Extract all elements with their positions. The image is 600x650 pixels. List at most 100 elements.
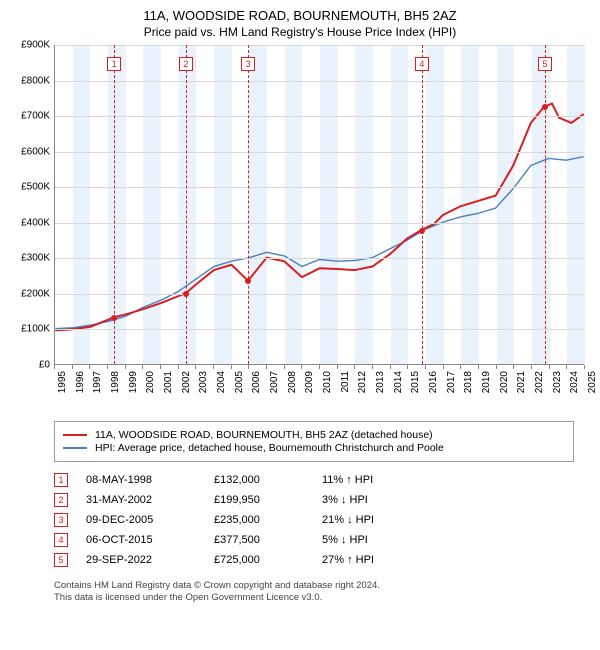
sale-number-box: 4: [415, 57, 429, 71]
chart-area: £0£100K£200K£300K£400K£500K£600K£700K£80…: [10, 45, 590, 415]
sales-row-diff: 11% ↑ HPI: [322, 474, 422, 486]
gridline: [55, 81, 584, 82]
y-tick-label: £600K: [21, 146, 50, 157]
sale-number-box: 3: [241, 57, 255, 71]
sale-dot: [245, 278, 251, 284]
gridline: [55, 116, 584, 117]
x-tick-label: 2012: [357, 371, 368, 393]
sales-row-num: 2: [54, 493, 68, 507]
sale-number-box: 5: [538, 57, 552, 71]
sales-row-diff: 5% ↓ HPI: [322, 534, 422, 546]
y-tick-label: £200K: [21, 288, 50, 299]
x-tick-label: 1995: [57, 371, 68, 393]
x-tick-label: 2021: [516, 371, 527, 393]
sales-row-diff: 3% ↓ HPI: [322, 494, 422, 506]
sale-dot: [183, 291, 189, 297]
x-tick-label: 2022: [534, 371, 545, 393]
x-tick-label: 2024: [569, 371, 580, 393]
legend-item-property: 11A, WOODSIDE ROAD, BOURNEMOUTH, BH5 2AZ…: [63, 429, 565, 441]
y-axis: £0£100K£200K£300K£400K£500K£600K£700K£80…: [10, 45, 54, 365]
sales-row-date: 08-MAY-1998: [86, 474, 196, 486]
sale-vline: [186, 45, 187, 364]
x-tick-label: 2017: [446, 371, 457, 393]
x-tick-label: 2015: [410, 371, 421, 393]
property-line: [55, 103, 583, 330]
x-tick-label: 2001: [163, 371, 174, 393]
x-tick-label: 2020: [499, 371, 510, 393]
sales-row-num: 5: [54, 553, 68, 567]
sales-row-price: £235,000: [214, 514, 304, 526]
sales-row-num: 1: [54, 473, 68, 487]
x-tick-label: 2000: [145, 371, 156, 393]
y-tick-label: £900K: [21, 40, 50, 51]
y-tick-label: £700K: [21, 111, 50, 122]
sale-vline: [545, 45, 546, 364]
legend-item-hpi: HPI: Average price, detached house, Bour…: [63, 442, 565, 454]
footnote: Contains HM Land Registry data © Crown c…: [54, 580, 590, 605]
sales-row-price: £377,500: [214, 534, 304, 546]
gridline: [55, 152, 584, 153]
x-tick-label: 2006: [251, 371, 262, 393]
sales-row-diff: 21% ↓ HPI: [322, 514, 422, 526]
legend-swatch-property: [63, 434, 87, 436]
sales-row-date: 31-MAY-2002: [86, 494, 196, 506]
gridline: [55, 223, 584, 224]
x-tick-label: 2013: [375, 371, 386, 393]
sale-number-box: 1: [107, 57, 121, 71]
y-tick-label: £400K: [21, 217, 50, 228]
x-tick-label: 1998: [110, 371, 121, 393]
sale-dot: [111, 315, 117, 321]
sales-row-diff: 27% ↑ HPI: [322, 554, 422, 566]
x-tick-label: 2010: [322, 371, 333, 393]
sales-row: 2 31-MAY-2002 £199,950 3% ↓ HPI: [54, 490, 574, 510]
x-tick-label: 1999: [128, 371, 139, 393]
gridline: [55, 187, 584, 188]
chart-subtitle: Price paid vs. HM Land Registry's House …: [10, 25, 590, 39]
sales-row-date: 06-OCT-2015: [86, 534, 196, 546]
x-tick-label: 2016: [428, 371, 439, 393]
sale-dot: [419, 228, 425, 234]
sale-vline: [422, 45, 423, 364]
y-tick-label: £800K: [21, 75, 50, 86]
x-tick-label: 2023: [552, 371, 563, 393]
legend-label-property: 11A, WOODSIDE ROAD, BOURNEMOUTH, BH5 2AZ…: [95, 429, 433, 441]
x-tick-label: 2002: [181, 371, 192, 393]
legend: 11A, WOODSIDE ROAD, BOURNEMOUTH, BH5 2AZ…: [54, 421, 574, 462]
sales-row: 1 08-MAY-1998 £132,000 11% ↑ HPI: [54, 470, 574, 490]
sales-table: 1 08-MAY-1998 £132,000 11% ↑ HPI 2 31-MAY-200…: [54, 470, 574, 570]
sales-row: 406-OCT-2015£377,5005% ↓ HPI: [54, 530, 574, 550]
chart-title: 11A, WOODSIDE ROAD, BOURNEMOUTH, BH5 2AZ: [10, 8, 590, 23]
gridline: [55, 258, 584, 259]
x-tick-label: 2005: [234, 371, 245, 393]
y-tick-label: £500K: [21, 182, 50, 193]
x-tick-label: 2004: [216, 371, 227, 393]
y-tick-label: £100K: [21, 324, 50, 335]
x-tick-label: 2008: [287, 371, 298, 393]
line-series-svg: [55, 45, 584, 364]
x-tick-label: 2019: [481, 371, 492, 393]
x-tick-label: 2018: [463, 371, 474, 393]
chart-container: 11A, WOODSIDE ROAD, BOURNEMOUTH, BH5 2AZ…: [0, 0, 600, 613]
sales-row: 309-DEC-2005£235,00021% ↓ HPI: [54, 510, 574, 530]
footnote-line2: This data is licensed under the Open Gov…: [54, 592, 590, 604]
gridline: [55, 329, 584, 330]
sale-dot: [542, 104, 548, 110]
sale-vline: [248, 45, 249, 364]
sales-row-price: £199,950: [214, 494, 304, 506]
x-tick-label: 2025: [587, 371, 598, 393]
x-tick-label: 2009: [304, 371, 315, 393]
plot-area: 1 2 3 4 5: [54, 45, 584, 365]
sales-row-date: 29-SEP-2022: [86, 554, 196, 566]
x-tick-label: 2003: [198, 371, 209, 393]
x-tick-label: 2011: [340, 371, 351, 393]
x-tick-label: 2007: [269, 371, 280, 393]
gridline: [55, 45, 584, 46]
sales-row-date: 09-DEC-2005: [86, 514, 196, 526]
sales-row-price: £725,000: [214, 554, 304, 566]
x-tick-label: 1997: [92, 371, 103, 393]
sale-number-box: 2: [179, 57, 193, 71]
sales-row-price: £132,000: [214, 474, 304, 486]
x-axis: 1995199619971998199920002001200220032004…: [54, 365, 584, 415]
legend-label-hpi: HPI: Average price, detached house, Bour…: [95, 442, 444, 454]
y-tick-label: £300K: [21, 253, 50, 264]
